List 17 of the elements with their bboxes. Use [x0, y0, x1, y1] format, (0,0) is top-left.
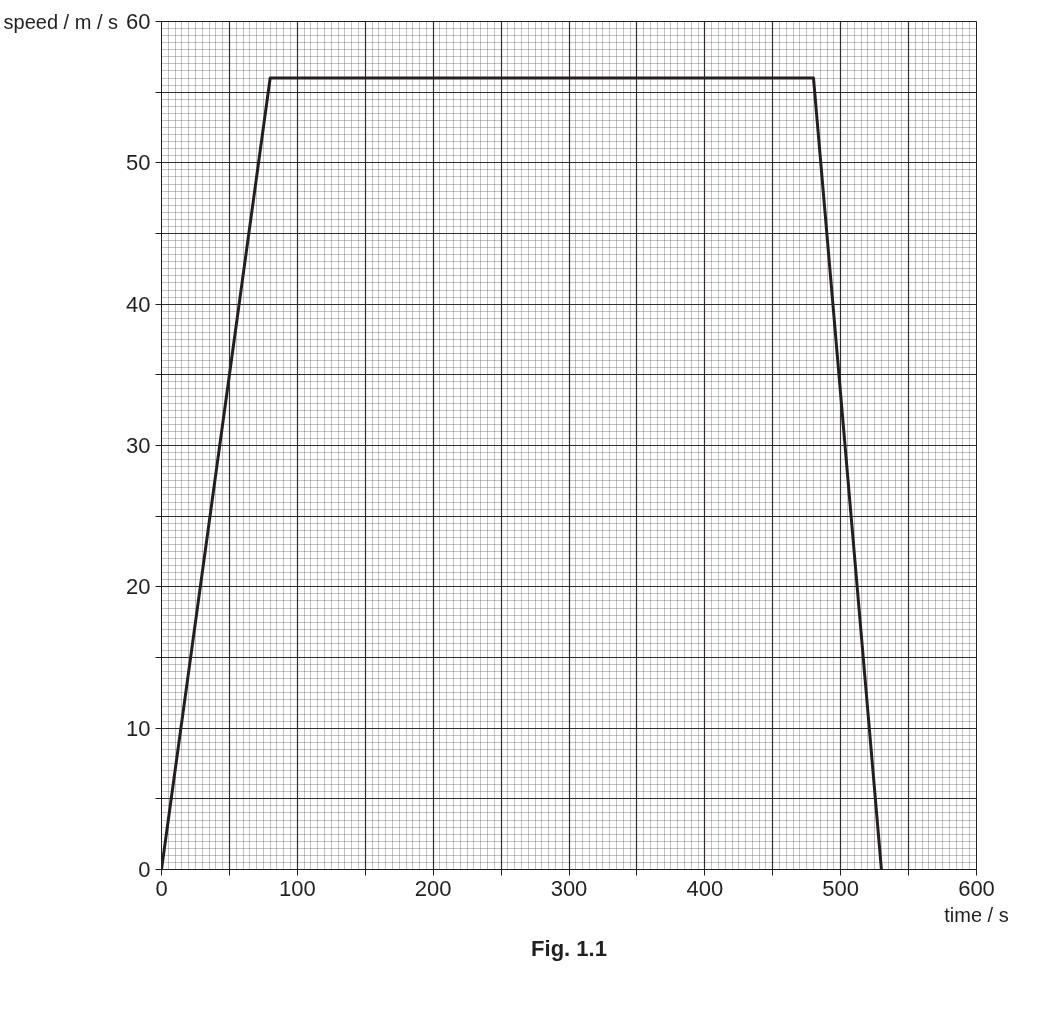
y-tick-label: 60 [126, 9, 151, 34]
y-tick-label: 0 [138, 857, 151, 882]
y-tick-label: 50 [126, 150, 151, 176]
y-tick-label: 20 [126, 574, 151, 600]
x-tick-label: 300 [550, 875, 588, 901]
y-tick-label: 10 [126, 715, 151, 741]
x-tick-label: 600 [958, 875, 995, 901]
x-tick-label: 400 [686, 875, 724, 901]
x-axis-title: time / s [944, 903, 1009, 926]
x-tick-label: 0 [155, 875, 168, 901]
y-axis-title: speed / m / s [3, 10, 119, 33]
x-tick-label: 100 [278, 875, 316, 901]
y-tick-label: 30 [126, 433, 151, 458]
x-tick-label: 200 [414, 875, 452, 901]
y-tick-label: 40 [126, 291, 151, 317]
x-tick-label: 500 [822, 875, 860, 901]
caption: Fig. 1.1 [531, 935, 607, 961]
